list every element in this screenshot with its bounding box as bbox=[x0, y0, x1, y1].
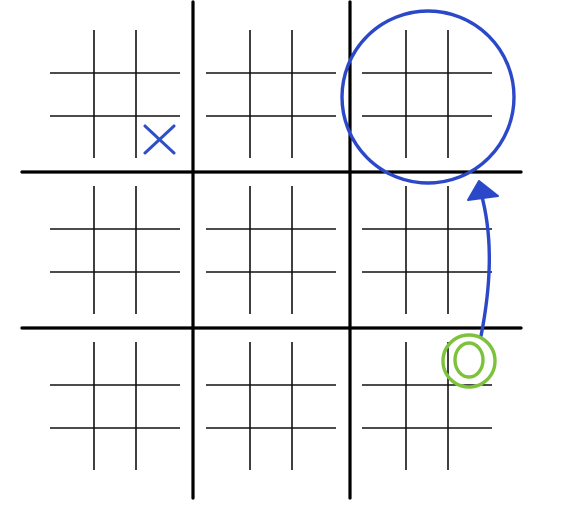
sub-board-0-1[interactable] bbox=[206, 30, 336, 158]
sub-board-1-0[interactable] bbox=[50, 186, 180, 314]
sub-board-2-1[interactable] bbox=[206, 342, 336, 470]
x-mark bbox=[143, 124, 176, 155]
sub-board-0-2[interactable] bbox=[362, 30, 492, 158]
arrow-shaft bbox=[479, 191, 492, 338]
arrow bbox=[467, 180, 499, 338]
sub-board-2-2[interactable] bbox=[362, 342, 492, 470]
o-mark-highlight bbox=[441, 333, 497, 389]
arrow-head-icon bbox=[467, 180, 499, 201]
highlight-circle bbox=[340, 9, 516, 185]
sub-board-0-0[interactable] bbox=[50, 30, 180, 158]
sub-board-2-0[interactable] bbox=[50, 342, 180, 470]
o-mark bbox=[453, 341, 485, 379]
sub-board-1-2[interactable] bbox=[362, 186, 492, 314]
sub-board-1-1[interactable] bbox=[206, 186, 336, 314]
small-grids bbox=[50, 30, 492, 470]
big-grid bbox=[20, 0, 523, 500]
